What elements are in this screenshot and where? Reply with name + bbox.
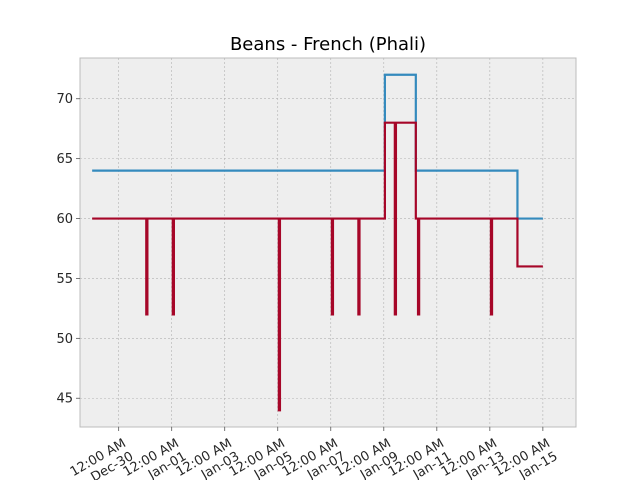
chart-title: Beans - French (Phali)	[230, 34, 426, 55]
y-tick-label: 45	[56, 392, 73, 407]
y-axis-ticks: 45 50 55 60 65 70	[56, 92, 80, 407]
y-tick-label: 55	[56, 272, 73, 287]
y-tick-label: 70	[56, 92, 73, 107]
plot-area	[79, 57, 577, 428]
y-tick-label: 50	[56, 332, 73, 347]
y-tick-label: 60	[56, 212, 73, 227]
y-tick-label: 65	[56, 152, 73, 167]
series-line-2	[92, 121, 543, 412]
series-layer	[92, 73, 543, 412]
